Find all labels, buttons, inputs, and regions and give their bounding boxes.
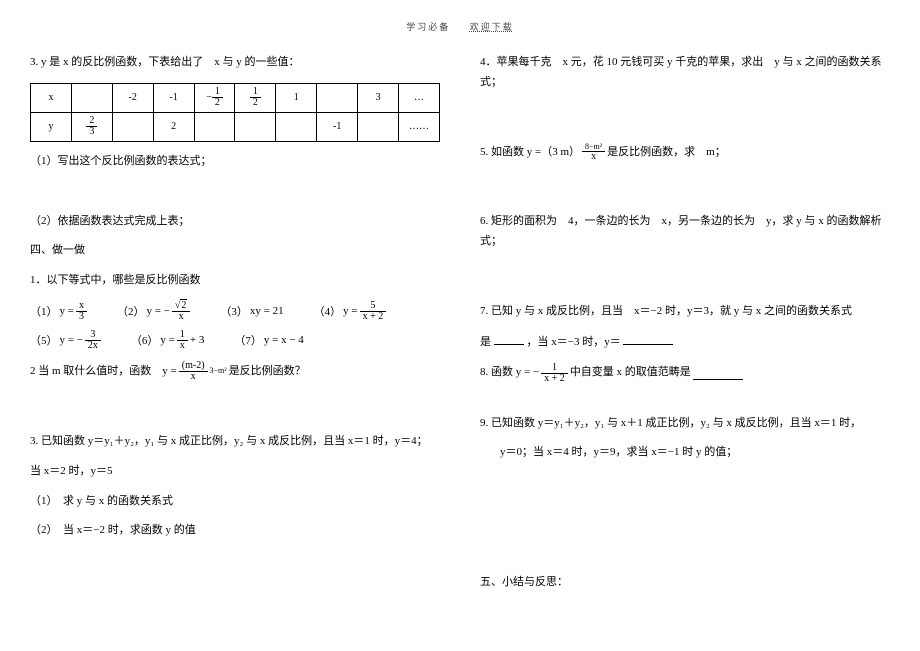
- cell: 23: [71, 112, 112, 141]
- r-q4: 4．苹果每千克 x 元，花 10 元钱可买 y 千克的苹果，求出 y 与 x 之…: [480, 53, 890, 93]
- eq-lhs: y =: [343, 305, 357, 317]
- q7-mid: ，当 x＝−3 时，y＝: [527, 336, 621, 348]
- r-q9-line1: 9. 已知函数 y＝y₁＋y₂，y₁ 与 x＋1 成正比例，y₂ 与 x 成反比…: [480, 414, 890, 434]
- q5-den: x: [582, 151, 605, 162]
- eq-label: （4）: [314, 303, 342, 319]
- eq-label: （3）: [220, 303, 248, 319]
- eq-num: 2: [172, 301, 191, 312]
- eq-6: （6） y = 1x + 3: [131, 330, 204, 351]
- q2-text-a: 2 当 m 取什么值时，函数 y =: [30, 362, 177, 382]
- left-column: 3. y 是 x 的反比例函数，下表给出了 x 与 y 的一些值： x -2 -…: [30, 43, 440, 603]
- q5-text-b: 是反比例函数，求 m；: [607, 143, 726, 163]
- eq-5: （5） y = − 32x: [30, 330, 101, 351]
- eq-den: x: [177, 341, 188, 351]
- eq-4: （4） y = 5x + 2: [314, 301, 387, 322]
- cell: [71, 83, 112, 112]
- q7-prefix: 是: [480, 336, 491, 348]
- eq-label: （7）: [234, 332, 262, 348]
- q2-text-b: 是反比例函数？: [229, 362, 306, 382]
- table-row: x -2 -1 −12 12 1 3 …: [31, 83, 440, 112]
- r-q8: 8. 函数 y = − 1x + 2 中自变量 x 的取值范畴是: [480, 363, 890, 384]
- cell: [276, 112, 317, 141]
- s4-q3-line1: 3. 已知函数 y＝y₁＋y₂，y₁ 与 x 成正比例，y₂ 与 x 成反比例，…: [30, 432, 440, 452]
- eq-den: x + 2: [360, 312, 387, 322]
- header-left: 学习必备: [406, 22, 450, 32]
- s4-q3-line2: 当 x＝2 时，y＝5: [30, 462, 440, 482]
- eq-1: （1） y = x3: [30, 301, 87, 322]
- r-q7-line2: 是 ，当 x＝−3 时，y＝: [480, 332, 890, 353]
- cell: -1: [317, 112, 358, 141]
- r-q5: 5. 如函数 y =（3 m） 8−m²x 是反比例函数，求 m；: [480, 143, 890, 163]
- q3-sub1: （1）写出这个反比例函数的表达式；: [30, 152, 440, 172]
- eq-label: （1）: [30, 303, 58, 319]
- section5-title: 五、小结与反思：: [480, 573, 890, 593]
- q3-sub2: （2）依据函数表达式完成上表；: [30, 212, 440, 232]
- cell: 12: [235, 83, 276, 112]
- header-right: 欢迎下载: [470, 22, 514, 32]
- cell: …: [399, 83, 440, 112]
- eq-lhs: y =: [160, 334, 174, 346]
- cell: [358, 112, 399, 141]
- eq-label: （6）: [131, 332, 159, 348]
- cell: -2: [112, 83, 153, 112]
- cell: 1: [276, 83, 317, 112]
- eq-2: （2） y = − 2x: [117, 301, 190, 322]
- s4-q2: 2 当 m 取什么值时，函数 y = (m-2)x 3−m² 是反比例函数？: [30, 361, 440, 382]
- q5-text-a: 5. 如函数 y =（3 m）: [480, 143, 580, 163]
- cell: -1: [153, 83, 194, 112]
- cell: [112, 112, 153, 141]
- q2-exponent: 3−m²: [210, 364, 227, 378]
- eq-body: y = x − 4: [264, 334, 304, 346]
- q8-num: 1: [541, 363, 568, 374]
- right-column: 4．苹果每千克 x 元，花 10 元钱可买 y 千克的苹果，求出 y 与 x 之…: [480, 43, 890, 603]
- eq-7: （7） y = x − 4: [234, 332, 303, 348]
- eq-den: 3: [76, 312, 87, 322]
- q8-den: x + 2: [541, 374, 568, 384]
- cell: 3: [358, 83, 399, 112]
- cell: 2: [153, 112, 194, 141]
- eq-tail: + 3: [190, 334, 204, 346]
- equation-row-2: （5） y = − 32x （6） y = 1x + 3 （7） y = x −…: [30, 330, 440, 351]
- q5-exp: 8−m²: [582, 143, 605, 151]
- xy-table: x -2 -1 −12 12 1 3 … y 23 2 -1: [30, 83, 440, 142]
- eq-lhs: y =: [60, 305, 74, 317]
- row-x-label: x: [31, 83, 72, 112]
- cell: ……: [399, 112, 440, 141]
- q8-text-a: 8. 函数 y = −: [480, 363, 539, 383]
- r-q7-line1: 7. 已知 y 与 x 成反比例，且当 x＝−2 时，y＝3，就 y 与 x 之…: [480, 302, 890, 322]
- page-header: 学习必备 欢迎下载: [30, 20, 890, 33]
- r-q9-line2: y＝0；当 x＝4 时，y＝9，求当 x＝−1 时 y 的值；: [480, 443, 890, 463]
- r-q6: 6. 矩形的面积为 4，一条边的长为 x，另一条边的长为 y，求 y 与 x 的…: [480, 212, 890, 252]
- s4-q1: 1．以下等式中，哪些是反比例函数: [30, 271, 440, 291]
- table-row: y 23 2 -1 ……: [31, 112, 440, 141]
- s4-q3-sub1: （1） 求 y 与 x 的函数关系式: [30, 492, 440, 512]
- eq-label: （5）: [30, 332, 58, 348]
- eq-den: x: [172, 312, 191, 322]
- cell: −12: [194, 83, 235, 112]
- s4-q3-sub2: （2） 当 x＝−2 时，求函数 y 的值: [30, 521, 440, 541]
- eq-den: 2x: [85, 341, 101, 351]
- cell: [317, 83, 358, 112]
- eq-lhs: y = −: [146, 305, 169, 317]
- eq-body: xy = 21: [250, 305, 284, 317]
- eq-label: （2）: [117, 303, 145, 319]
- blank-input[interactable]: [494, 332, 524, 345]
- eq-lhs: y = −: [60, 334, 83, 346]
- section4-title: 四、做一做: [30, 241, 440, 261]
- q8-text-b: 中自变量 x 的取值范畴是: [570, 363, 691, 383]
- cell: [194, 112, 235, 141]
- blank-input[interactable]: [623, 332, 673, 345]
- two-column-layout: 3. y 是 x 的反比例函数，下表给出了 x 与 y 的一些值： x -2 -…: [30, 43, 890, 603]
- eq-3: （3） xy = 21: [220, 303, 283, 319]
- blank-input[interactable]: [693, 367, 743, 380]
- cell: [235, 112, 276, 141]
- equation-row-1: （1） y = x3 （2） y = − 2x （3） xy = 21 （4） …: [30, 301, 440, 322]
- q3-intro: 3. y 是 x 的反比例函数，下表给出了 x 与 y 的一些值：: [30, 53, 440, 73]
- row-y-label: y: [31, 112, 72, 141]
- q2-den: x: [179, 372, 208, 382]
